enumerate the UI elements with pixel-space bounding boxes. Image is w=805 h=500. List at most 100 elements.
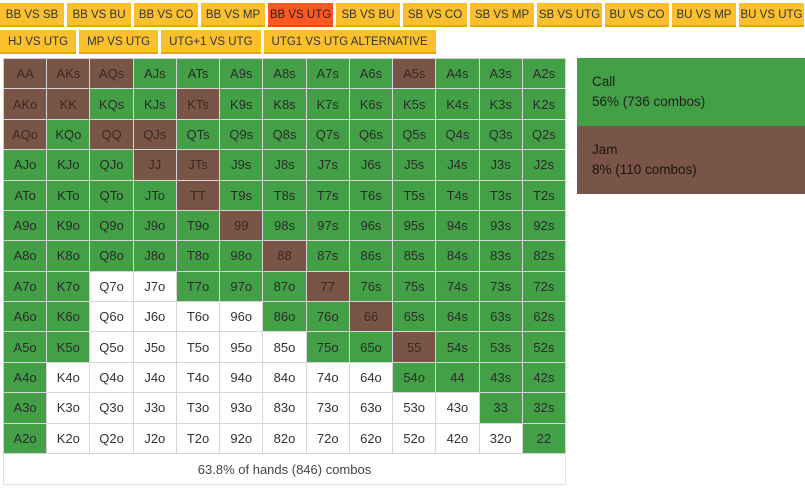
hand-cell-66[interactable]: 66 <box>349 302 394 333</box>
tab-utg1-vs-utg-alternative[interactable]: UTG1 VS UTG ALTERNATIVE <box>263 30 436 54</box>
hand-cell-t9o[interactable]: T9o <box>176 210 221 242</box>
hand-cell-a6o[interactable]: A6o <box>4 302 48 333</box>
hand-cell-k6s[interactable]: K6s <box>349 89 394 120</box>
hand-cell-q3s[interactable]: Q3s <box>479 119 523 151</box>
hand-cell-kqo[interactable]: KQo <box>47 119 91 151</box>
hand-cell-j4s[interactable]: J4s <box>436 150 480 181</box>
hand-cell-t7s[interactable]: T7s <box>306 180 350 211</box>
hand-cell-a9s[interactable]: A9s <box>220 59 264 90</box>
hand-cell-t7o[interactable]: T7o <box>176 271 221 303</box>
hand-cell-62s[interactable]: 62s <box>522 302 566 333</box>
hand-cell-a5s[interactable]: A5s <box>393 59 437 90</box>
hand-cell-a2s[interactable]: A2s <box>522 59 566 90</box>
hand-cell-aa[interactable]: AA <box>4 59 48 90</box>
hand-cell-92s[interactable]: 92s <box>522 210 566 242</box>
hand-cell-k2o[interactable]: K2o <box>47 423 91 454</box>
hand-cell-ajo[interactable]: AJo <box>4 150 48 181</box>
hand-cell-j7o[interactable]: J7o <box>133 271 177 303</box>
hand-cell-kto[interactable]: KTo <box>47 180 91 211</box>
hand-cell-k3o[interactable]: K3o <box>47 393 91 424</box>
hand-cell-q9o[interactable]: Q9o <box>90 210 134 242</box>
hand-cell-74o[interactable]: 74o <box>306 362 350 394</box>
hand-cell-22[interactable]: 22 <box>522 423 566 454</box>
hand-cell-93s[interactable]: 93s <box>479 210 523 242</box>
hand-cell-k5o[interactable]: K5o <box>47 332 91 363</box>
hand-cell-q6o[interactable]: Q6o <box>90 302 134 333</box>
hand-cell-t3o[interactable]: T3o <box>176 393 221 424</box>
tab-hj-vs-utg[interactable]: HJ VS UTG <box>0 30 77 54</box>
hand-cell-87o[interactable]: 87o <box>263 271 307 303</box>
hand-cell-k7o[interactable]: K7o <box>47 271 91 303</box>
hand-cell-96s[interactable]: 96s <box>349 210 394 242</box>
hand-cell-k6o[interactable]: K6o <box>47 302 91 333</box>
hand-cell-qjo[interactable]: QJo <box>90 150 134 181</box>
hand-cell-a8o[interactable]: A8o <box>4 241 48 272</box>
hand-cell-77[interactable]: 77 <box>306 271 350 303</box>
hand-cell-qjs[interactable]: QJs <box>133 119 177 151</box>
hand-cell-65s[interactable]: 65s <box>393 302 437 333</box>
hand-cell-93o[interactable]: 93o <box>220 393 264 424</box>
hand-cell-t9s[interactable]: T9s <box>220 180 264 211</box>
hand-cell-t2s[interactable]: T2s <box>522 180 566 211</box>
tab-bu-vs-utg[interactable]: BU VS UTG <box>739 3 804 27</box>
hand-cell-54o[interactable]: 54o <box>393 362 437 394</box>
hand-cell-t4s[interactable]: T4s <box>436 180 480 211</box>
hand-cell-j6o[interactable]: J6o <box>133 302 177 333</box>
hand-cell-j3s[interactable]: J3s <box>479 150 523 181</box>
hand-cell-32s[interactable]: 32s <box>522 393 566 424</box>
hand-cell-96o[interactable]: 96o <box>220 302 264 333</box>
hand-cell-j4o[interactable]: J4o <box>133 362 177 394</box>
hand-cell-tt[interactable]: TT <box>176 180 221 211</box>
hand-cell-98s[interactable]: 98s <box>263 210 307 242</box>
hand-cell-t4o[interactable]: T4o <box>176 362 221 394</box>
hand-cell-k3s[interactable]: K3s <box>479 89 523 120</box>
hand-cell-a8s[interactable]: A8s <box>263 59 307 90</box>
hand-cell-ako[interactable]: AKo <box>4 89 48 120</box>
tab-sb-vs-mp[interactable]: SB VS MP <box>470 3 534 27</box>
tab-bu-vs-co[interactable]: BU VS CO <box>605 3 669 27</box>
hand-cell-95o[interactable]: 95o <box>220 332 264 363</box>
hand-cell-q6s[interactable]: Q6s <box>349 119 394 151</box>
hand-cell-j2o[interactable]: J2o <box>133 423 177 454</box>
hand-cell-t3s[interactable]: T3s <box>479 180 523 211</box>
hand-cell-42o[interactable]: 42o <box>436 423 480 454</box>
hand-cell-t8s[interactable]: T8s <box>263 180 307 211</box>
hand-cell-82s[interactable]: 82s <box>522 241 566 272</box>
tab-bb-vs-utg[interactable]: BB VS UTG <box>268 3 333 27</box>
hand-cell-73o[interactable]: 73o <box>306 393 350 424</box>
hand-cell-q2o[interactable]: Q2o <box>90 423 134 454</box>
hand-cell-85s[interactable]: 85s <box>393 241 437 272</box>
tab-bb-vs-bu[interactable]: BB VS BU <box>67 3 131 27</box>
hand-cell-q4s[interactable]: Q4s <box>436 119 480 151</box>
hand-cell-t5o[interactable]: T5o <box>176 332 221 363</box>
tab-sb-vs-bu[interactable]: SB VS BU <box>336 3 400 27</box>
hand-cell-k4o[interactable]: K4o <box>47 362 91 394</box>
hand-cell-k8s[interactable]: K8s <box>263 89 307 120</box>
hand-cell-a7s[interactable]: A7s <box>306 59 350 90</box>
hand-cell-k9o[interactable]: K9o <box>47 210 91 242</box>
hand-cell-q4o[interactable]: Q4o <box>90 362 134 394</box>
hand-cell-a5o[interactable]: A5o <box>4 332 48 363</box>
hand-cell-j5s[interactable]: J5s <box>393 150 437 181</box>
hand-cell-42s[interactable]: 42s <box>522 362 566 394</box>
hand-cell-q3o[interactable]: Q3o <box>90 393 134 424</box>
hand-cell-88[interactable]: 88 <box>263 241 307 272</box>
hand-cell-83s[interactable]: 83s <box>479 241 523 272</box>
hand-cell-99[interactable]: 99 <box>220 210 264 242</box>
hand-cell-a9o[interactable]: A9o <box>4 210 48 242</box>
hand-cell-52o[interactable]: 52o <box>393 423 437 454</box>
hand-cell-aqs[interactable]: AQs <box>90 59 134 90</box>
hand-cell-54s[interactable]: 54s <box>436 332 480 363</box>
hand-cell-33[interactable]: 33 <box>479 393 523 424</box>
tab-bb-vs-co[interactable]: BB VS CO <box>134 3 198 27</box>
hand-cell-kqs[interactable]: KQs <box>90 89 134 120</box>
hand-cell-j8s[interactable]: J8s <box>263 150 307 181</box>
hand-cell-94s[interactable]: 94s <box>436 210 480 242</box>
hand-cell-k7s[interactable]: K7s <box>306 89 350 120</box>
hand-cell-aks[interactable]: AKs <box>47 59 91 90</box>
hand-cell-t2o[interactable]: T2o <box>176 423 221 454</box>
hand-cell-kjs[interactable]: KJs <box>133 89 177 120</box>
hand-cell-63o[interactable]: 63o <box>349 393 394 424</box>
tab-utg-1-vs-utg[interactable]: UTG+1 VS UTG <box>161 30 261 54</box>
hand-cell-84s[interactable]: 84s <box>436 241 480 272</box>
